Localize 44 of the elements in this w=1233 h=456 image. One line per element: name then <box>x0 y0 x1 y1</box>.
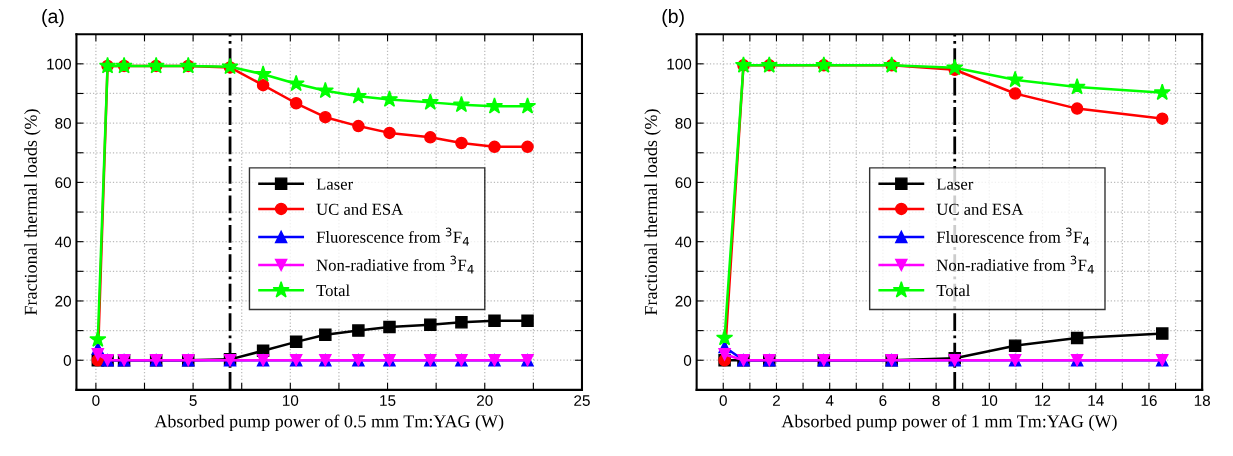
legend-label: Laser <box>316 178 353 190</box>
x-tick-label: 5 <box>189 395 197 406</box>
legend-label: Total <box>316 284 350 297</box>
x-tick-label: 0 <box>719 395 727 406</box>
y-tick-label: 100 <box>667 58 692 70</box>
y-axis-title: Fractional thermal loads (%) <box>24 109 41 316</box>
x-tick-label: 10 <box>981 395 998 406</box>
y-tick-label: 0 <box>683 355 692 366</box>
y-tick-label: 40 <box>54 236 71 248</box>
legend-label: Fluorescence from $^{3}$F$_{4}$ <box>936 227 1090 246</box>
x-tick-label: 2 <box>772 395 780 406</box>
x-tick-label: 18 <box>1194 395 1211 406</box>
x-tick-label: 10 <box>282 395 299 406</box>
y-tick-label: 0 <box>63 355 71 366</box>
y-tick-label: 100 <box>47 58 71 70</box>
x-tick-label: 0 <box>92 395 100 406</box>
x-tick-label: 4 <box>825 395 834 406</box>
x-tick-label: 8 <box>932 395 940 406</box>
y-axis-title: Fractional thermal loads (%) <box>644 109 661 316</box>
x-tick-label: 25 <box>574 395 590 406</box>
legend-label: UC and ESA <box>936 203 1024 215</box>
legend-label: Non-radiative from $^{3}$F$_{4}$ <box>936 255 1094 274</box>
chart-title: (a) <box>42 8 64 28</box>
y-tick-label: 80 <box>55 117 71 129</box>
legend-label: Fluorescence from $^{3}$F$_{4}$ <box>316 227 470 246</box>
x-axis-title: Absorbed pump power of 0.5 mm Tm:YAG (W) <box>154 414 504 432</box>
x-axis-title: Absorbed pump power of 1 mm Tm:YAG (W) <box>781 414 1117 432</box>
x-tick-label: 20 <box>477 395 493 406</box>
y-tick-label: 60 <box>675 177 692 189</box>
y-tick-label: 80 <box>675 117 692 129</box>
x-tick-label: 12 <box>1035 395 1051 406</box>
y-tick-label: 40 <box>675 236 692 248</box>
x-tick-label: 14 <box>1088 395 1104 406</box>
x-tick-label: 15 <box>380 395 396 406</box>
legend-label: Non-radiative from $^{3}$F$_{4}$ <box>316 255 474 274</box>
y-tick-label: 20 <box>675 295 692 307</box>
chart-title: (b) <box>662 8 684 28</box>
x-tick-label: 16 <box>1141 395 1157 406</box>
legend-label: UC and ESA <box>316 203 404 215</box>
x-tick-label: 6 <box>879 395 887 406</box>
y-tick-label: 20 <box>55 295 71 307</box>
legend-label: Laser <box>936 178 974 190</box>
legend-label: Total <box>936 284 970 297</box>
y-tick-label: 60 <box>55 177 71 189</box>
